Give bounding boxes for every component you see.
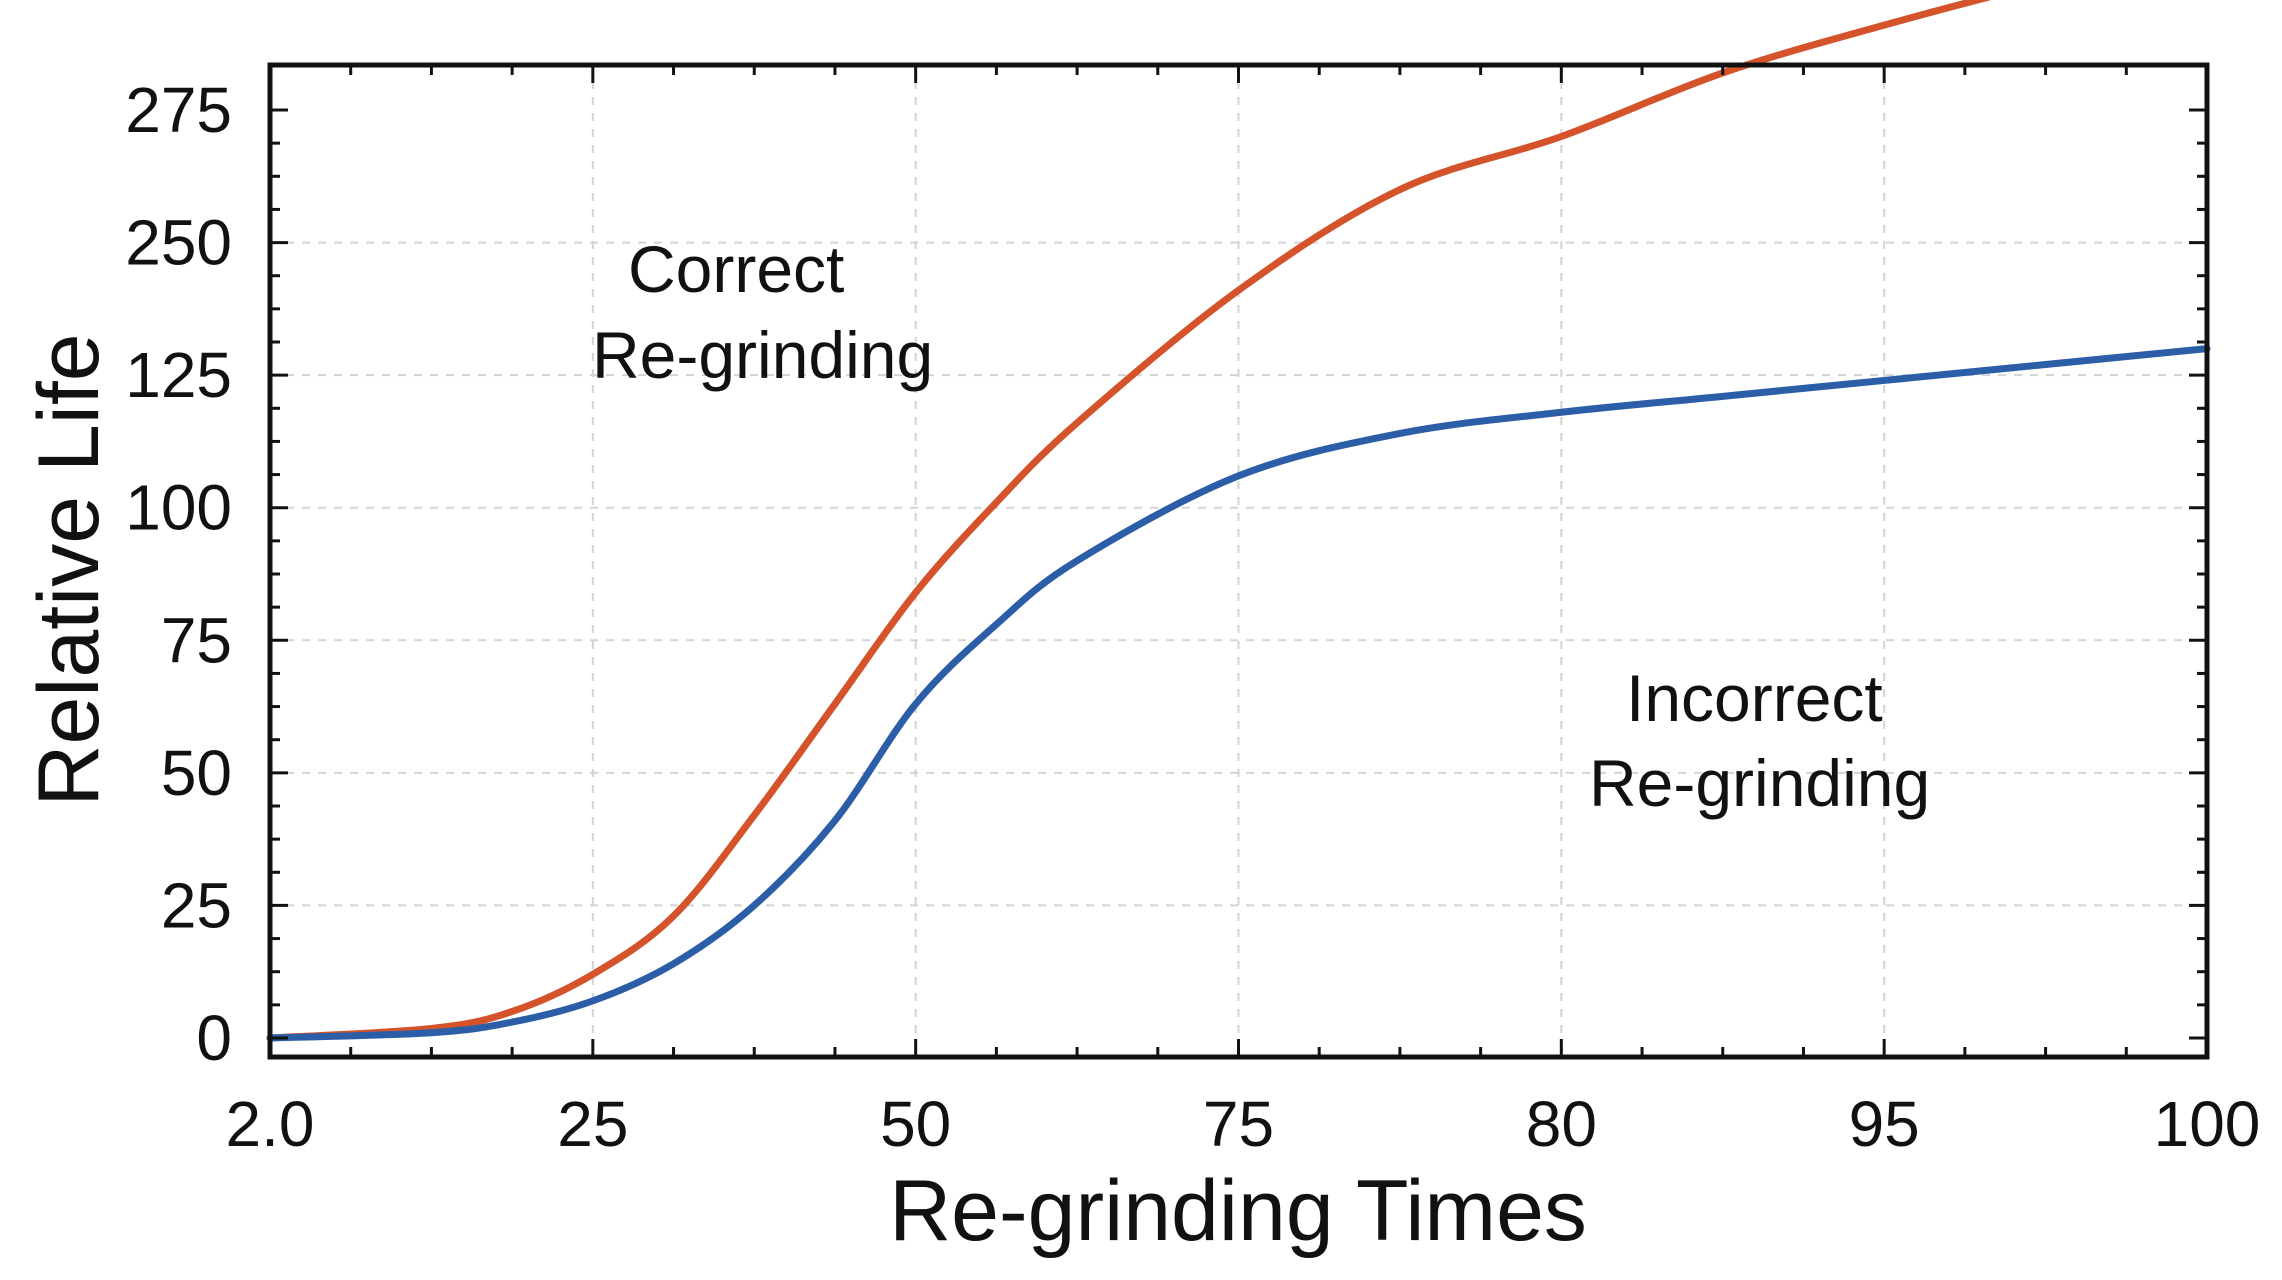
annotation-correct-line-1: Correct — [628, 232, 844, 306]
y-tick-label: 50 — [161, 737, 232, 809]
y-tick-label: 100 — [125, 472, 232, 544]
grid-layer — [270, 65, 2207, 1057]
x-tick-label: 95 — [1849, 1088, 1920, 1160]
y-axis-tick-labels: 0 25 50 75 100 125 250 275 — [125, 74, 232, 1074]
y-tick-label: 275 — [125, 74, 232, 146]
incorrect-regrinding-series-line — [266, 345, 2211, 1042]
annotation-layer: Correct Re-grinding Incorrect Re-grindin… — [592, 232, 1930, 820]
y-tick-label: 25 — [161, 869, 232, 941]
x-tick-label: 50 — [880, 1088, 951, 1160]
y-tick-label: 75 — [161, 604, 232, 676]
x-axis-title: Re-grinding Times — [889, 1163, 1587, 1259]
x-tick-label: 100 — [2154, 1088, 2261, 1160]
x-tick-label: 75 — [1203, 1088, 1274, 1160]
x-axis-tick-labels: 2.0 25 50 75 80 95 100 — [226, 1088, 2261, 1160]
tick-mark-layer — [268, 65, 2209, 1057]
x-tick-label: 25 — [557, 1088, 628, 1160]
y-tick-label: 0 — [196, 1002, 232, 1074]
annotation-correct-line-2: Re-grinding — [592, 318, 933, 392]
y-tick-label: 250 — [125, 207, 232, 279]
correct-regrinding-series-line — [266, 0, 1992, 1042]
x-tick-label: 2.0 — [226, 1088, 315, 1160]
annotation-incorrect-line-1: Incorrect — [1626, 661, 1883, 735]
y-tick-label: 125 — [125, 339, 232, 411]
series-layer — [266, 0, 2211, 1042]
annotation-incorrect-line-2: Re-grinding — [1589, 746, 1930, 820]
x-tick-label: 80 — [1526, 1088, 1597, 1160]
y-axis-title: Relative Life — [21, 333, 117, 806]
